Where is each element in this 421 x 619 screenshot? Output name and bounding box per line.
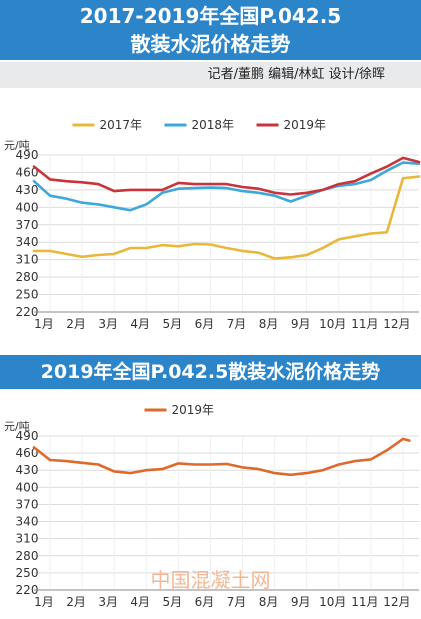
y-tick-label: 370 (16, 497, 39, 511)
y-tick-label: 400 (16, 480, 39, 494)
panel1-title-bar: 2017-2019年全国P.042.5 散装水泥价格走势 (0, 0, 421, 60)
x-tick-label: 2月 (66, 595, 86, 609)
x-tick-label: 11月 (351, 317, 378, 331)
x-tick-label: 3月 (98, 595, 118, 609)
line-chart-2019: 元/吨 220 250 280 310 340 370 400 430 460 490 1月 2月 3月 4… (4, 403, 419, 609)
credit-line: 记者/董鹏 编辑/林虹 设计/徐晖 (0, 62, 421, 88)
y-tick-label: 250 (16, 288, 39, 302)
x-tick-label: 5月 (163, 595, 183, 609)
x-tick-label: 7月 (227, 317, 247, 331)
x-tick-label: 4月 (130, 595, 150, 609)
y-tick-label: 430 (16, 463, 39, 477)
y-tick-label: 340 (16, 515, 39, 529)
panel2-title-bar: 2019年全国P.042.5散装水泥价格走势 (0, 355, 421, 389)
legend-label: 2017年 (100, 118, 143, 132)
y-tick-label: 220 (16, 583, 39, 597)
x-tick-label: 10月 (319, 317, 346, 331)
y-tick-label: 490 (16, 148, 39, 162)
x-tick-label: 1月 (34, 317, 54, 331)
y-tick-label: 340 (16, 235, 39, 249)
line-chart-2017-2019: 元/吨 220 250 280 310 340 370 400 430 460 490 1月 2月 3月 4… (4, 118, 421, 331)
series-line (32, 437, 411, 477)
y-tick-label: 220 (16, 305, 39, 319)
y-tick-label: 250 (16, 566, 39, 580)
y-tick-label: 490 (16, 429, 39, 443)
x-tick-label: 9月 (291, 595, 311, 609)
series-line (32, 175, 421, 260)
panel1-title-line2: 散装水泥价格走势 (130, 32, 291, 56)
legend-label: 2019年 (172, 403, 215, 417)
y-tick-label: 460 (16, 165, 39, 179)
y-tick-label: 430 (16, 183, 39, 197)
y-tick-label: 400 (16, 200, 39, 214)
x-tick-label: 3月 (98, 317, 118, 331)
series-line (32, 161, 421, 212)
x-tick-label: 4月 (130, 317, 150, 331)
x-tick-label: 12月 (383, 595, 410, 609)
y-axis-unit-label: 元/吨 (4, 139, 30, 152)
x-tick-label: 12月 (383, 317, 410, 331)
y-axis-unit-label: 元/吨 (4, 420, 30, 433)
legend-label: 2018年 (192, 118, 235, 132)
x-tick-label: 11月 (351, 595, 378, 609)
x-tick-label: 10月 (319, 595, 346, 609)
y-tick-label: 280 (16, 549, 39, 563)
x-tick-label: 6月 (195, 317, 215, 331)
panel1-title-line1: 2017-2019年全国P.042.5 (79, 4, 342, 28)
x-tick-label: 9月 (291, 317, 311, 331)
y-tick-label: 370 (16, 218, 39, 232)
y-tick-label: 460 (16, 446, 39, 460)
x-tick-label: 2月 (66, 317, 86, 331)
y-tick-label: 310 (16, 532, 39, 546)
y-tick-label: 280 (16, 270, 39, 284)
x-tick-label: 8月 (259, 317, 279, 331)
y-tick-label: 310 (16, 253, 39, 267)
legend-label: 2019年 (284, 118, 327, 132)
x-tick-label: 5月 (163, 317, 183, 331)
x-tick-label: 6月 (195, 595, 215, 609)
x-tick-label: 8月 (259, 595, 279, 609)
series-line (32, 156, 421, 196)
site-watermark: 中国混凝土网 (150, 568, 271, 592)
x-tick-label: 1月 (34, 595, 54, 609)
x-tick-label: 7月 (227, 595, 247, 609)
